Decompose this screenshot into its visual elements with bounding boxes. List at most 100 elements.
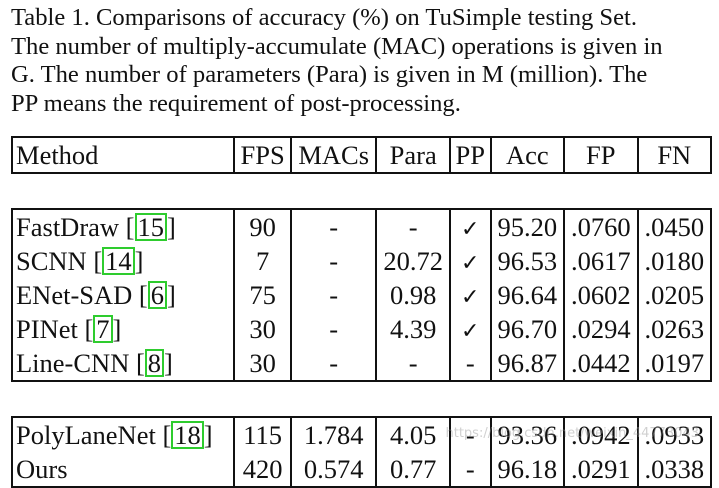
cell-value: 95.20 <box>497 211 558 242</box>
cell-pp: ✓ <box>449 278 492 312</box>
cell-value: - <box>408 211 418 242</box>
cell-para: 4.05 <box>376 416 451 452</box>
cell-fp: .0294 <box>564 312 639 346</box>
cell-value: .0294 <box>570 313 631 344</box>
cell-pp: - <box>449 346 492 382</box>
method-name: PINet <box>16 313 78 344</box>
cell-pp: ✓ <box>449 208 492 244</box>
header-para: Para <box>376 136 451 174</box>
cell-fn: .0180 <box>637 244 713 278</box>
cell-fps: 420 <box>234 452 292 488</box>
cell-value: .0602 <box>570 279 631 310</box>
cell-value: 420 <box>242 453 283 484</box>
cell-pp: ✓ <box>449 244 492 278</box>
group-spacer <box>12 173 711 209</box>
cell-fp: .0442 <box>564 346 639 382</box>
cell-value: 75 <box>249 279 276 310</box>
cell-value: 30 <box>249 313 276 344</box>
cell-pp: ✓ <box>449 312 492 346</box>
method-name: SCNN <box>16 245 87 276</box>
table-row: Line-CNN [8] 30- - -96.87.0442.0197 <box>10 346 713 382</box>
cell-value: .0450 <box>644 211 705 242</box>
cell-value: 0.77 <box>389 453 437 484</box>
cell-value: - <box>329 245 339 276</box>
table-row: Ours 420 0.574 0.77-96.18 .0291 .0338 <box>10 452 713 488</box>
caption-line: PP means the requirement of post-process… <box>11 89 461 117</box>
cell-value: .0291 <box>570 453 631 484</box>
group-spacer <box>12 381 711 417</box>
cell-macs: - <box>290 346 378 382</box>
cell-value: - <box>465 347 475 378</box>
cell-fps: 30 <box>234 312 292 346</box>
cell-value: 96.18 <box>497 453 558 484</box>
cell-macs: 1.784 <box>290 416 378 452</box>
cell-para: 4.39 <box>376 312 451 346</box>
cell-method: Line-CNN [8] <box>10 346 236 382</box>
citation-link[interactable]: 18 <box>171 420 204 449</box>
cell-macs: - <box>290 244 378 278</box>
cell-value: 0.98 <box>389 279 437 310</box>
cell-fp: .0760 <box>564 208 639 244</box>
cell-value: 1.784 <box>303 419 364 450</box>
cell-para: 0.77 <box>376 452 451 488</box>
method-name: Line-CNN <box>16 347 130 378</box>
cell-para: 20.72 <box>376 244 451 278</box>
cell-fp: .0617 <box>564 244 639 278</box>
cell-value: .0617 <box>570 245 631 276</box>
cell-value: - <box>408 347 418 378</box>
cell-method: Ours <box>10 452 236 488</box>
citation-link[interactable]: 7 <box>93 314 113 343</box>
cell-acc: 96.53 <box>490 244 566 278</box>
citation-link[interactable]: 8 <box>144 348 165 377</box>
checkmark-icon: ✓ <box>461 318 480 344</box>
cell-fn: .0450 <box>637 208 713 244</box>
cell-value: - <box>329 279 339 310</box>
citation-link[interactable]: 15 <box>134 212 167 241</box>
cell-value: 7 <box>255 245 270 276</box>
cell-value: - <box>329 211 339 242</box>
cell-acc: 96.64 <box>490 278 566 312</box>
cell-fn: .0338 <box>637 452 713 488</box>
table-row: ENet-SAD [6] 75 - 0.98 ✓ 96.64 .0602 .0205 <box>10 278 713 312</box>
cell-value: .0263 <box>644 313 705 344</box>
table-row: SCNN [14] 7 - 20.72 ✓ 96.53 .0617 .0180 <box>10 244 713 278</box>
cell-value: .0442 <box>570 347 631 378</box>
citation-link[interactable]: 14 <box>102 246 135 275</box>
cell-value: - <box>465 419 475 450</box>
cell-fp: .0602 <box>564 278 639 312</box>
checkmark-icon: ✓ <box>461 284 480 310</box>
table-row: PINet [7] 30 - 4.39 ✓ 96.70 .0294 .0263 <box>10 312 713 346</box>
cell-value: - <box>329 313 339 344</box>
cell-macs: - <box>290 312 378 346</box>
cell-fn: .0263 <box>637 312 713 346</box>
cell-value: .0180 <box>644 245 705 276</box>
cell-para: 0.98 <box>376 278 451 312</box>
caption-line: Table 1. Comparisons of accuracy (%) on … <box>11 4 638 31</box>
cell-acc: 96.18 <box>490 452 566 488</box>
cell-para: - <box>376 346 451 382</box>
cell-method: PINet [7] <box>10 312 236 346</box>
watermark: https://blog.csdn.net/weixin_44773043 <box>445 426 699 441</box>
table-row: FastDraw [15] 90 - - ✓ 95.20 .0760 .0450 <box>10 208 713 244</box>
cell-fps: 75 <box>234 278 292 312</box>
cell-value: 96.87 <box>497 347 558 378</box>
citation-link[interactable]: 6 <box>147 280 167 309</box>
cell-acc: 95.20 <box>490 208 566 244</box>
cell-value: 0.574 <box>303 453 364 484</box>
cell-method: PolyLaneNet [18] <box>10 416 236 452</box>
cell-macs: - <box>290 278 378 312</box>
cell-fps: 90 <box>234 208 292 244</box>
cell-fps: 115 <box>234 416 292 452</box>
cell-value: 90 <box>249 211 276 242</box>
cell-value: 20.72 <box>383 245 443 276</box>
caption-line: The number of multiply-accumulate (MAC) … <box>11 32 663 60</box>
cell-value: 96.64 <box>497 279 558 310</box>
cell-fps: 7 <box>234 244 292 278</box>
cell-fn: .0197 <box>637 346 713 382</box>
header-fn: FN <box>637 136 713 174</box>
cell-value: 4.05 <box>389 419 437 450</box>
cell-para: - <box>376 208 451 244</box>
header-fps: FPS <box>234 136 292 174</box>
header-pp: PP <box>449 136 492 174</box>
table-caption: Table 1. Comparisons of accuracy (%) on … <box>11 4 711 118</box>
